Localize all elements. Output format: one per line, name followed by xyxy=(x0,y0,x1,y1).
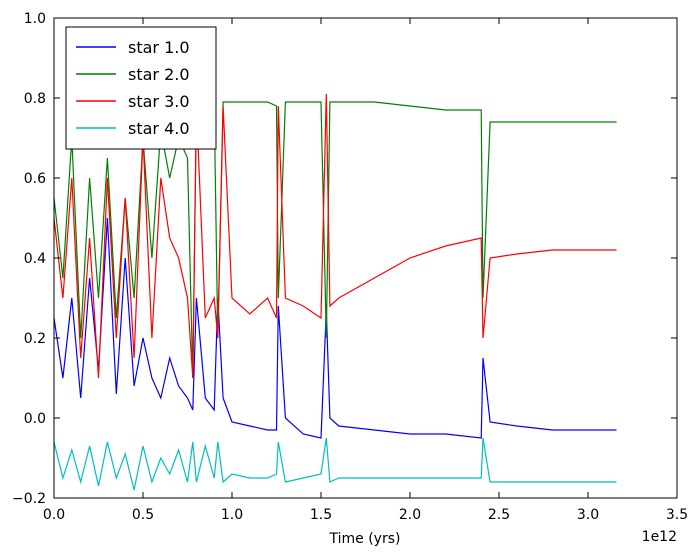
legend-label: star 3.0 xyxy=(128,92,190,111)
y-tick-label: 0.8 xyxy=(24,91,46,107)
series-line-star-3 xyxy=(54,93,617,379)
legend-label: star 2.0 xyxy=(128,65,190,84)
series-line-star-4 xyxy=(54,437,617,491)
y-tick-label: −0.2 xyxy=(12,491,46,507)
x-tick-label: 0.5 xyxy=(132,507,154,523)
series-layer xyxy=(54,93,617,491)
x-ticks: 0.0 0.5 1.0 1.5 2.0 2.5 3.0 3.5 xyxy=(43,18,688,523)
y-tick-label: 0.2 xyxy=(24,331,46,347)
x-tick-label: 3.5 xyxy=(666,507,688,523)
series-line-star-1 xyxy=(54,217,617,439)
legend-label: star 4.0 xyxy=(128,119,190,138)
y-ticks: −0.2 0.0 0.2 0.4 0.6 0.8 1.0 xyxy=(12,11,677,507)
x-tick-label: 2.0 xyxy=(399,507,421,523)
series-line-star-2 xyxy=(54,101,617,379)
x-tick-label: 1.0 xyxy=(221,507,243,523)
x-tick-label: 2.5 xyxy=(488,507,510,523)
x-tick-label: 3.0 xyxy=(577,507,599,523)
y-tick-label: 1.0 xyxy=(24,11,46,27)
legend-label: star 1.0 xyxy=(128,38,190,57)
y-tick-label: 0.4 xyxy=(24,251,46,267)
y-tick-label: 0.6 xyxy=(24,171,46,187)
x-offset-label: 1e12 xyxy=(642,529,677,545)
x-axis-label: Time (yrs) xyxy=(329,531,401,547)
x-tick-label: 1.5 xyxy=(310,507,332,523)
x-tick-label: 0.0 xyxy=(43,507,65,523)
y-tick-label: 0.0 xyxy=(24,411,46,427)
legend: star 1.0 star 2.0 star 3.0 star 4.0 xyxy=(65,26,217,150)
